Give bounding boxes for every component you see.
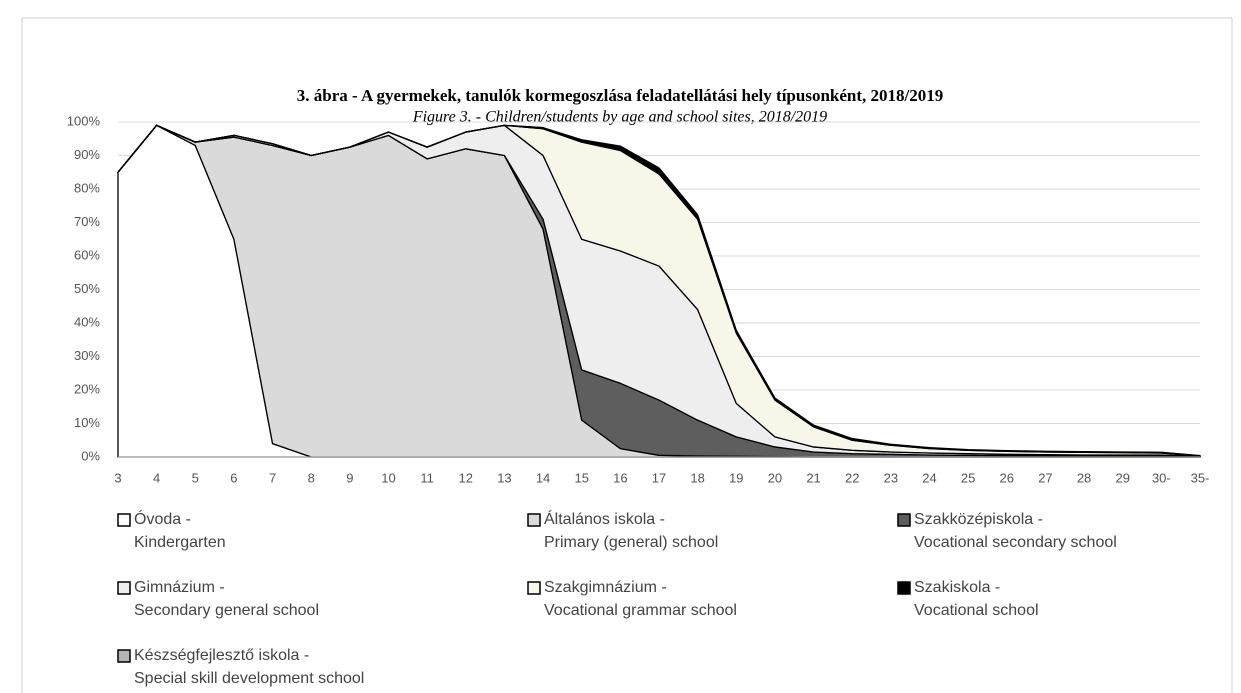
y-tick-label: 80% xyxy=(74,180,100,195)
legend-swatch xyxy=(117,513,131,527)
legend-label: Vocational grammar school xyxy=(544,602,737,619)
x-tick-label: 25 xyxy=(961,470,975,485)
legend-label: Általános iskola - xyxy=(544,509,665,528)
x-tick-label: 7 xyxy=(269,470,276,485)
x-tick-label: 5 xyxy=(192,470,199,485)
y-tick-label: 100% xyxy=(67,113,101,128)
legend-label: Szakiskola - xyxy=(914,579,1000,596)
chart-subtitle: Figure 3. - Children/students by age and… xyxy=(412,109,827,126)
legend-label: Kindergarten xyxy=(134,534,226,551)
y-tick-label: 50% xyxy=(74,281,100,296)
legend-swatch xyxy=(117,649,131,663)
x-tick-label: 6 xyxy=(230,470,237,485)
legend-swatch xyxy=(897,581,911,595)
x-tick-label: 20 xyxy=(768,470,782,485)
x-tick-label: 24 xyxy=(922,470,936,485)
x-tick-label: 8 xyxy=(308,470,315,485)
x-tick-label: 28 xyxy=(1077,470,1091,485)
frame xyxy=(21,17,1233,693)
legend-label: Óvoda - xyxy=(134,509,191,528)
legend-swatch xyxy=(527,581,541,595)
x-tick-label: 10 xyxy=(381,470,395,485)
x-tick-label: 30- xyxy=(1152,470,1171,485)
x-tick-label: 4 xyxy=(153,470,160,485)
x-tick-label: 16 xyxy=(613,470,627,485)
legend-swatch xyxy=(117,581,131,595)
x-tick-label: 11 xyxy=(420,470,434,485)
legend-swatch xyxy=(897,513,911,527)
legend-label: Vocational school xyxy=(914,602,1039,619)
y-tick-label: 10% xyxy=(74,415,100,430)
x-tick-label: 23 xyxy=(884,470,898,485)
y-tick-label: 70% xyxy=(74,214,100,229)
chart-title: 3. ábra - A gyermekek, tanulók kormegosz… xyxy=(297,86,943,105)
x-tick-label: 26 xyxy=(1000,470,1014,485)
y-tick-label: 20% xyxy=(74,381,100,396)
y-tick-label: 0% xyxy=(81,448,100,463)
legend-label: Secondary general school xyxy=(134,602,319,619)
x-tick-label: 18 xyxy=(690,470,704,485)
y-tick-label: 30% xyxy=(74,348,100,363)
legend-label: Vocational secondary school xyxy=(914,534,1117,551)
area xyxy=(117,124,1201,457)
legend-label: Special skill development school xyxy=(134,670,364,687)
legend-label: Készségfejlesztő iskola - xyxy=(134,647,309,664)
x-tick-label: 14 xyxy=(536,470,550,485)
legend-label: Szakközépiskola - xyxy=(914,511,1043,528)
y-tick-label: 60% xyxy=(74,247,100,262)
x-tick-label: 13 xyxy=(497,470,511,485)
x-tick-label: 27 xyxy=(1038,470,1052,485)
x-tick-label: 35- xyxy=(1191,470,1210,485)
x-tick-label: 15 xyxy=(574,470,588,485)
x-tick-label: 22 xyxy=(845,470,859,485)
x-tick-label: 12 xyxy=(459,470,473,485)
x-tick-label: 3 xyxy=(114,470,121,485)
x-tick-label: 9 xyxy=(346,470,353,485)
x-tick-label: 17 xyxy=(652,470,666,485)
y-tick-label: 40% xyxy=(74,314,100,329)
legend-label: Szakgimnázium - xyxy=(544,579,667,596)
x-tick-label: 19 xyxy=(729,470,743,485)
x-tick-label: 29 xyxy=(1115,470,1129,485)
legend-label: Primary (general) school xyxy=(544,534,718,551)
legend-label: Gimnázium - xyxy=(134,579,225,596)
y-tick-label: 90% xyxy=(74,147,100,162)
x-tick-label: 21 xyxy=(806,470,820,485)
legend-swatch xyxy=(527,513,541,527)
